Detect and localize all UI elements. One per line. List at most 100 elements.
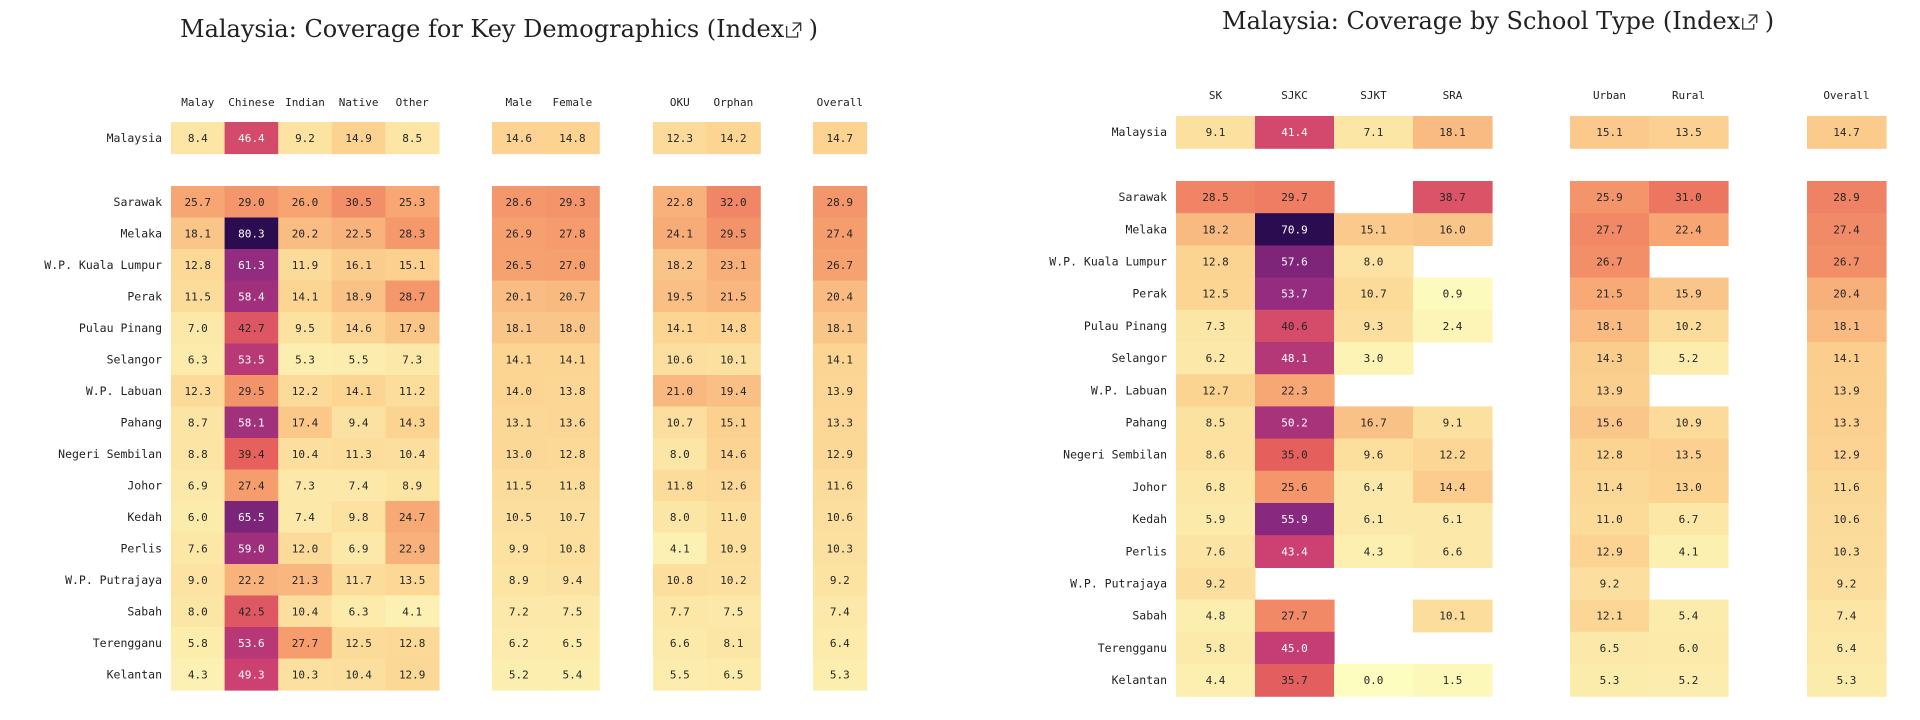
heatmap-cell [653, 595, 708, 628]
cell-value: 7.5 [723, 605, 743, 618]
column-header: OKU [670, 96, 690, 109]
heatmap-cell [171, 217, 226, 250]
heatmap-cell [224, 595, 279, 628]
cell-value: 4.3 [1364, 545, 1384, 558]
cell-value: 5.2 [509, 668, 529, 681]
heatmap-cell [1570, 116, 1650, 149]
cell-value: 80.3 [238, 227, 265, 240]
row-label: Sabah [127, 604, 162, 618]
cell-value: 6.3 [349, 605, 369, 618]
cell-value: 10.3 [292, 668, 319, 681]
cell-value: 9.0 [188, 574, 208, 587]
heatmap-cell [1334, 116, 1414, 149]
heatmap-cell [1334, 503, 1414, 536]
heatmap-cell [1413, 664, 1493, 697]
cell-value: 11.0 [1596, 513, 1623, 526]
cell-value: 7.6 [188, 542, 208, 555]
row-label: Johor [1132, 480, 1167, 494]
cell-value: 10.4 [399, 448, 426, 461]
cell-value: 35.7 [1281, 674, 1308, 687]
cell-value: 14.3 [1596, 352, 1623, 365]
heatmap-cell [1255, 470, 1335, 504]
heatmap-cell [653, 564, 708, 597]
heatmap-cell [224, 280, 279, 313]
row-label: Terengganu [93, 636, 162, 650]
heatmap-cell [1176, 309, 1256, 343]
heatmap-cell [385, 312, 440, 345]
cell-value: 10.5 [506, 511, 533, 524]
cell-value: 14.7 [827, 132, 854, 145]
heatmap-cell [1649, 470, 1729, 504]
heatmap-cell [706, 406, 761, 439]
cell-value: 9.8 [349, 511, 369, 524]
cell-value: 26.7 [1833, 256, 1860, 269]
heatmap-cell [653, 217, 708, 250]
heatmap-cell [171, 501, 226, 534]
cell-value: 5.5 [670, 668, 690, 681]
external-link-icon[interactable] [785, 22, 802, 38]
heatmap-cell [331, 280, 386, 313]
heatmap-cell [653, 122, 708, 155]
heatmap-cell [385, 564, 440, 597]
heatmap-cell [278, 343, 333, 376]
cell-value: 40.6 [1281, 320, 1308, 333]
heatmap-cell [224, 564, 279, 597]
cell-value: 61.3 [238, 259, 265, 272]
heatmap-cell [1570, 438, 1650, 472]
heatmap-cell [1176, 406, 1256, 440]
heatmap-cell [278, 532, 333, 565]
cell-value: 9.2 [295, 132, 315, 145]
heatmap-cell [171, 375, 226, 408]
cell-value: 22.4 [1675, 223, 1702, 236]
chart-title-text: Malaysia: Coverage for Key Demographics [180, 15, 707, 43]
chart-title-text: Malaysia: Coverage by School Type [1222, 7, 1663, 35]
cell-value: 11.0 [720, 511, 747, 524]
heatmap-cell [545, 595, 600, 628]
heatmap-cell [545, 564, 600, 597]
cell-value: 16.1 [345, 259, 372, 272]
index-link[interactable]: (Index [1663, 7, 1741, 35]
cell-value: 9.4 [562, 574, 582, 587]
row-label: Johor [127, 478, 162, 492]
cell-value: 4.4 [1206, 674, 1226, 687]
cell-value: 31.0 [1675, 191, 1702, 204]
external-link-icon[interactable] [1742, 14, 1758, 30]
cell-value: 7.5 [562, 605, 582, 618]
cell-value: 10.6 [1833, 513, 1860, 526]
cell-value: 23.1 [720, 259, 747, 272]
heatmap-cell [1176, 116, 1256, 149]
heatmap-cell [224, 217, 279, 250]
heatmap-cell [331, 564, 386, 597]
heatmap-cell [545, 375, 600, 408]
heatmap-cell [706, 627, 761, 660]
cell-value: 11.3 [345, 448, 372, 461]
cell-value: 12.8 [185, 259, 212, 272]
cell-value: 18.1 [506, 322, 533, 335]
cell-value: 24.7 [399, 511, 426, 524]
heatmap-cell [1176, 535, 1256, 568]
demographics-chart-title: Malaysia: Coverage for Key Demographics … [180, 15, 785, 43]
cell-value: 5.4 [562, 668, 582, 681]
heatmap-cell [545, 186, 600, 219]
heatmap-cell [813, 627, 868, 660]
cell-value: 10.3 [827, 542, 854, 555]
cell-value: 21.3 [292, 574, 319, 587]
heatmap-cell [1176, 664, 1256, 697]
column-header: Chinese [228, 96, 274, 109]
heatmap-cell [492, 658, 547, 691]
cell-value: 12.0 [292, 542, 319, 555]
cell-value: 14.1 [667, 322, 694, 335]
row-label: Sabah [1132, 609, 1167, 623]
heatmap-cell [492, 217, 547, 250]
cell-value: 9.9 [509, 542, 529, 555]
cell-value: 18.9 [345, 290, 372, 303]
heatmap-cell [545, 658, 600, 691]
index-link[interactable]: (Index [707, 15, 785, 43]
cell-value: 8.5 [1206, 417, 1226, 430]
cell-value: 21.0 [667, 385, 694, 398]
heatmap-cell [331, 627, 386, 660]
cell-value: 18.1 [1596, 320, 1623, 333]
heatmap-cell [1807, 567, 1887, 601]
heatmap-cell [706, 343, 761, 376]
heatmap-cell [224, 532, 279, 565]
